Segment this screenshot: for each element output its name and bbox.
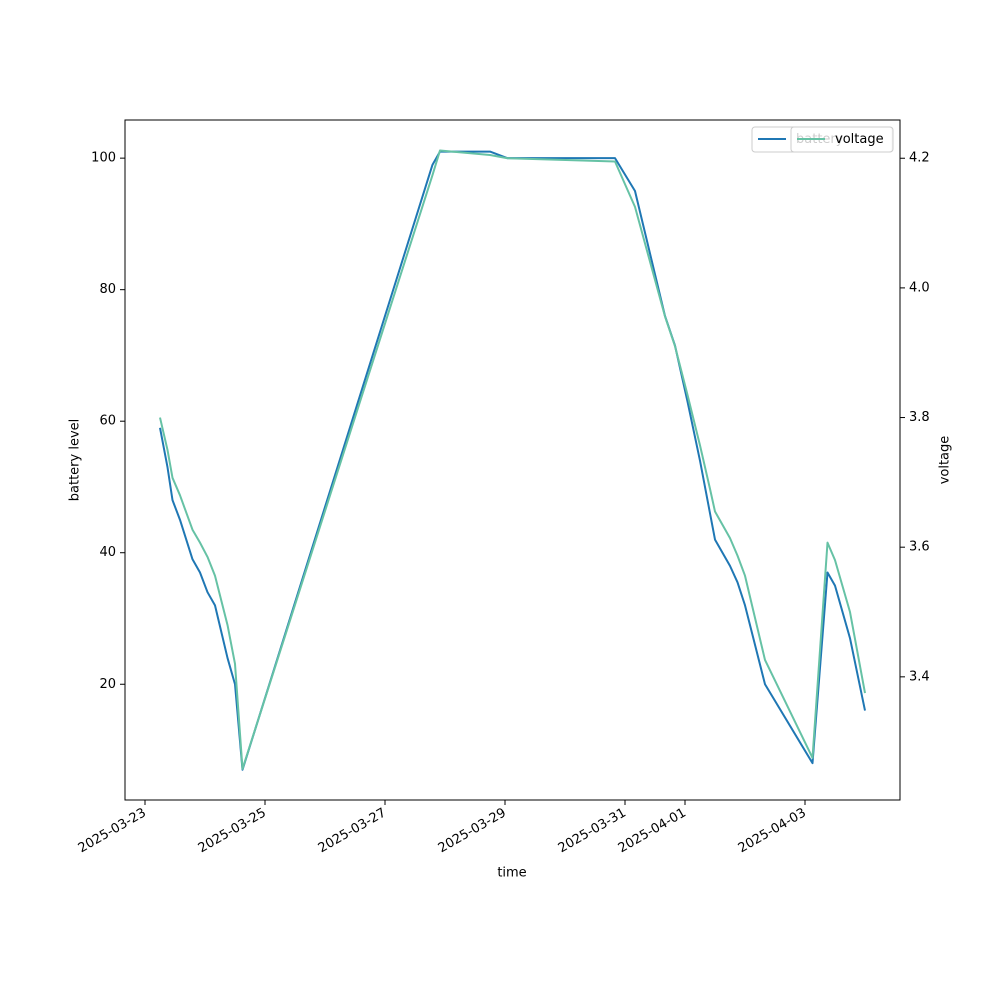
x-tick-label: 2025-04-03 [736, 806, 809, 857]
x-tick-label: 2025-03-25 [196, 806, 269, 857]
y-tick-label: 100 [91, 151, 116, 166]
y-tick-label: 20 [99, 677, 116, 692]
series-line [159, 150, 866, 771]
x-tick-label: 2025-04-01 [616, 806, 689, 857]
y-tick-label: 80 [99, 282, 116, 297]
y-tick-label: 60 [99, 414, 116, 429]
y2-tick-label: 4.0 [909, 280, 930, 295]
y-axis-label: battery level [68, 419, 83, 502]
y2-axis-label: voltage [938, 436, 953, 485]
y2-tick-label: 3.4 [909, 669, 930, 684]
y-tick-label: 40 [99, 545, 116, 560]
series-line [159, 149, 866, 770]
legend-label: voltage [835, 132, 884, 147]
y2-tick-label: 3.8 [909, 410, 930, 425]
plot-frame [124, 119, 901, 801]
x-tick-label: 2025-03-29 [436, 806, 509, 857]
x-tick-label: 2025-03-23 [76, 806, 149, 857]
x-tick-label: 2025-03-27 [316, 806, 389, 857]
y2-tick-label: 4.2 [909, 151, 930, 166]
legend-box [790, 126, 894, 153]
y2-tick-label: 3.6 [909, 540, 930, 555]
x-axis-label: time [497, 866, 526, 881]
